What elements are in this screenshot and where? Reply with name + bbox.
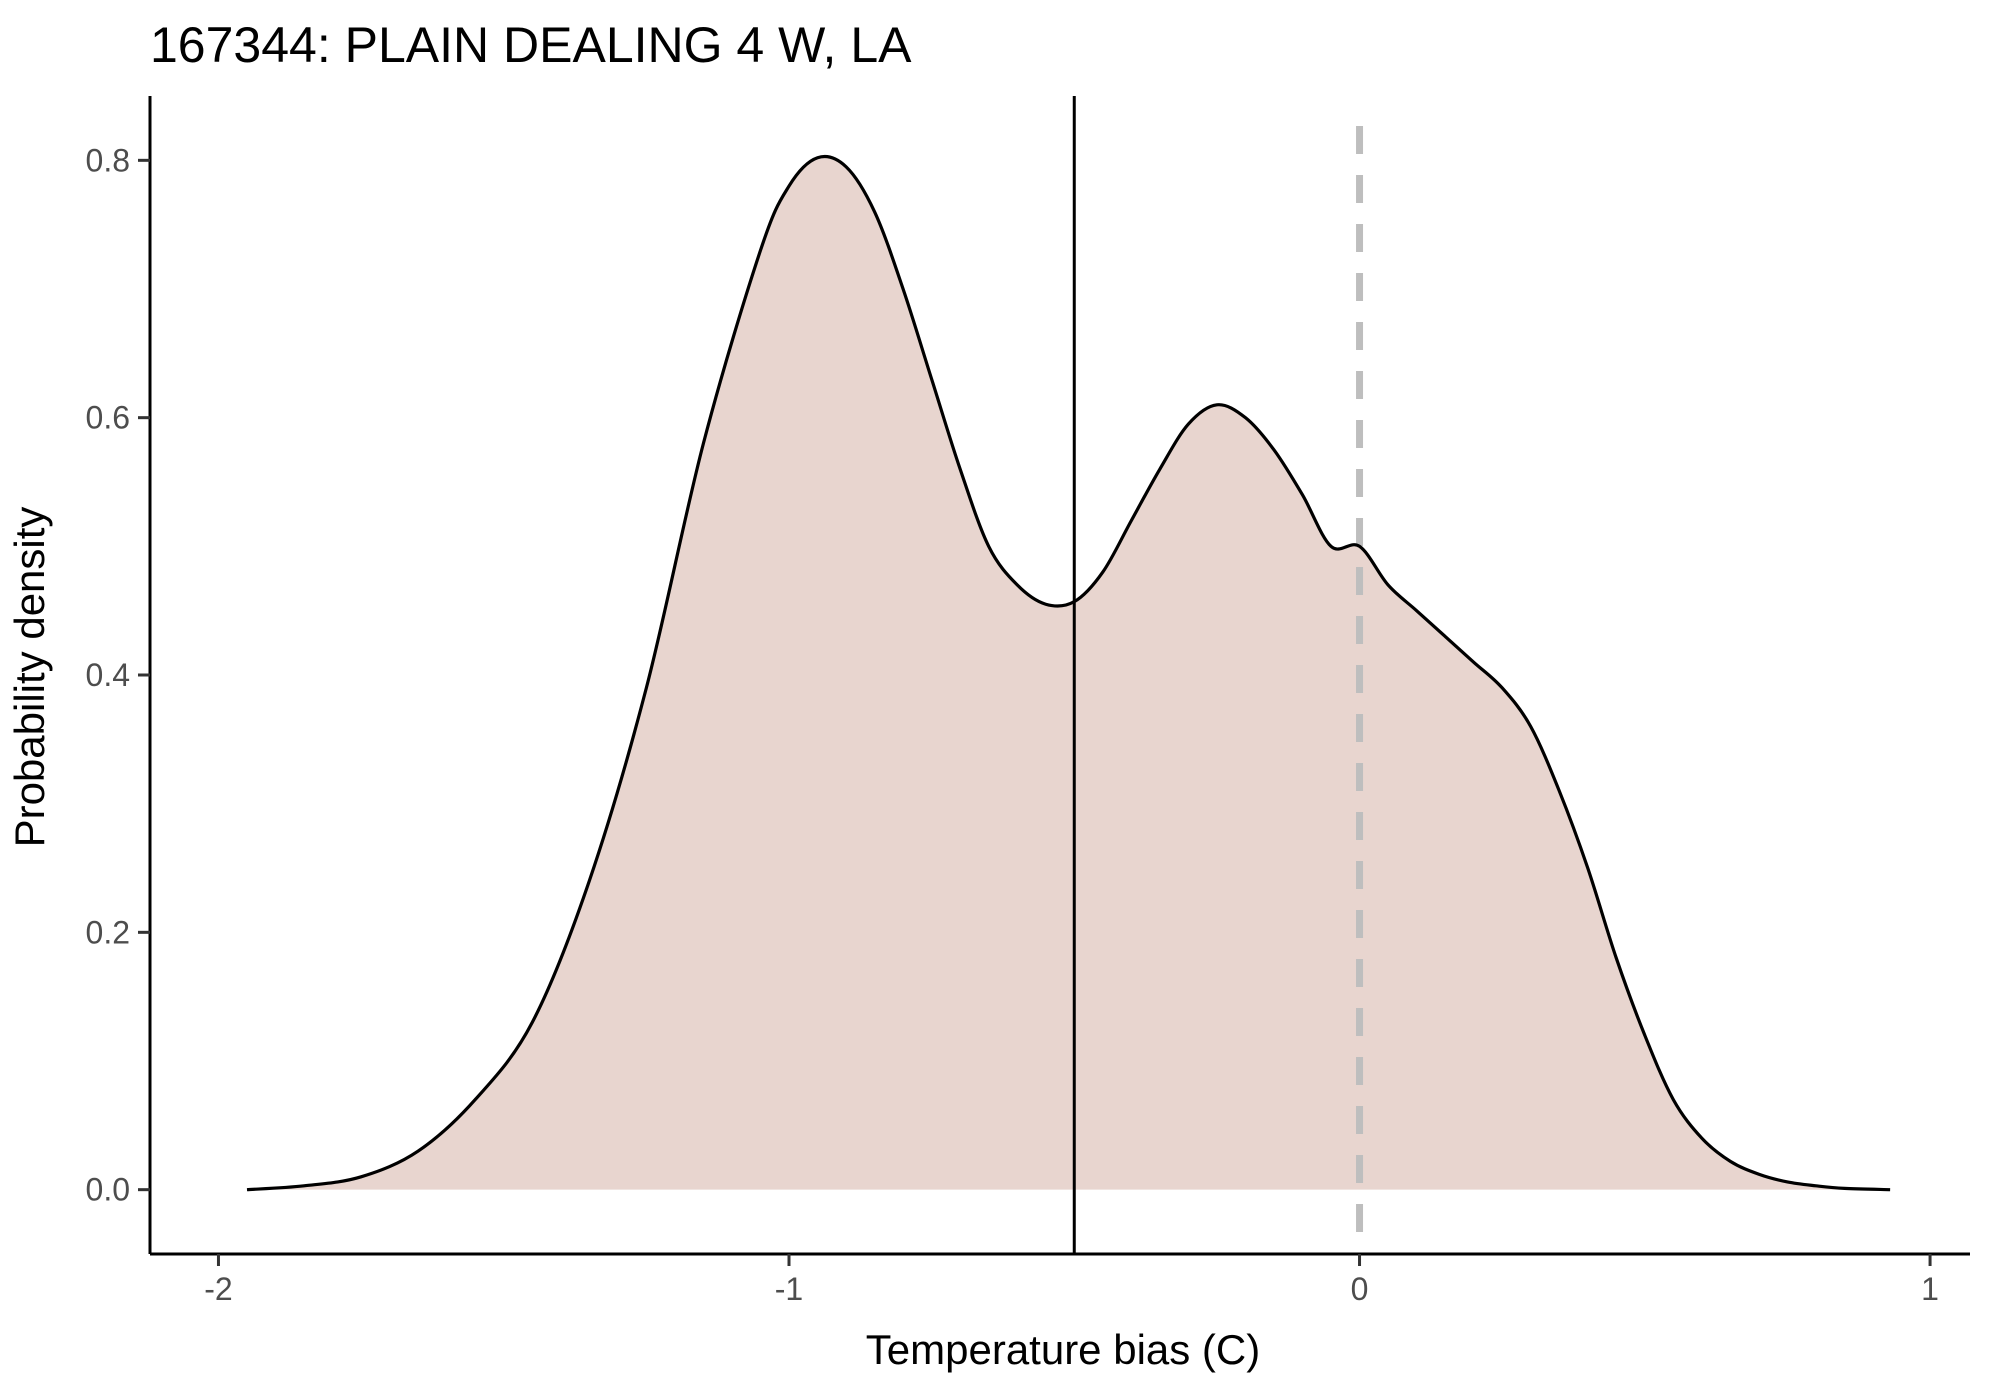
y-tick-label: 0.2 — [86, 914, 130, 950]
plot-area: -2 -1 0 1 0.0 0.2 0.4 0.6 0.8 — [86, 96, 1970, 1307]
density-area — [246, 156, 1891, 1190]
x-tick-label: 0 — [1351, 1271, 1369, 1307]
x-tick-label: 1 — [1921, 1271, 1939, 1307]
y-tick-label: 0.6 — [86, 400, 130, 436]
chart-title: 167344: PLAIN DEALING 4 W, LA — [150, 17, 912, 73]
x-tick-label: -2 — [204, 1271, 232, 1307]
y-tick-label: 0.8 — [86, 142, 130, 178]
x-axis-title: Temperature bias (C) — [866, 1326, 1260, 1373]
y-axis-title: Probability density — [6, 507, 53, 848]
x-tick-label: -1 — [775, 1271, 803, 1307]
density-curve — [246, 154, 1891, 1192]
y-tick-label: 0.4 — [86, 657, 130, 693]
y-tick-label: 0.0 — [86, 1172, 130, 1208]
